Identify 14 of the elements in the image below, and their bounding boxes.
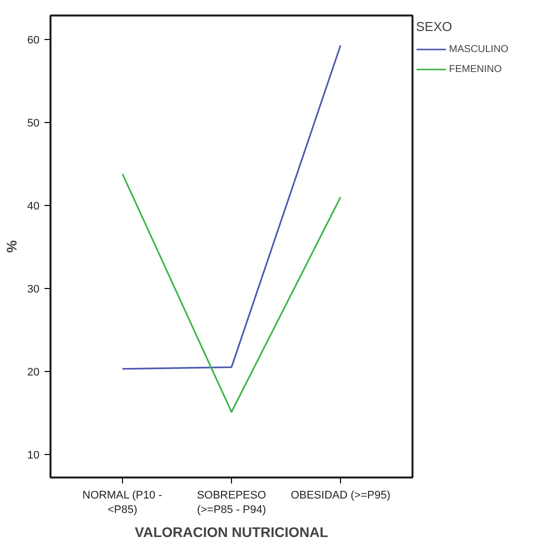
legend-label: FEMENINO (449, 64, 502, 74)
y-tick-label: 40 (27, 200, 40, 212)
y-tick-label: 20 (27, 366, 40, 378)
legend-title: SEXO (416, 19, 454, 34)
y-tick-label: 30 (27, 283, 40, 296)
x-tick-label: NORMAL (P10 - <P85) (82, 490, 162, 516)
y-axis-title: % (3, 240, 20, 253)
y-tick-label: 10 (27, 449, 40, 462)
y-tick-label: 60 (27, 34, 40, 47)
x-axis-title: VALORACION NUTRICIONAL (134, 524, 329, 540)
x-tick-label: OBESIDAD (>=P95) (290, 490, 390, 502)
y-tick-label: 50 (27, 118, 40, 130)
x-tick-label: SOBREPESO (>=P85 - P94) (196, 490, 266, 516)
legend-label: MASCULINO (449, 44, 508, 54)
